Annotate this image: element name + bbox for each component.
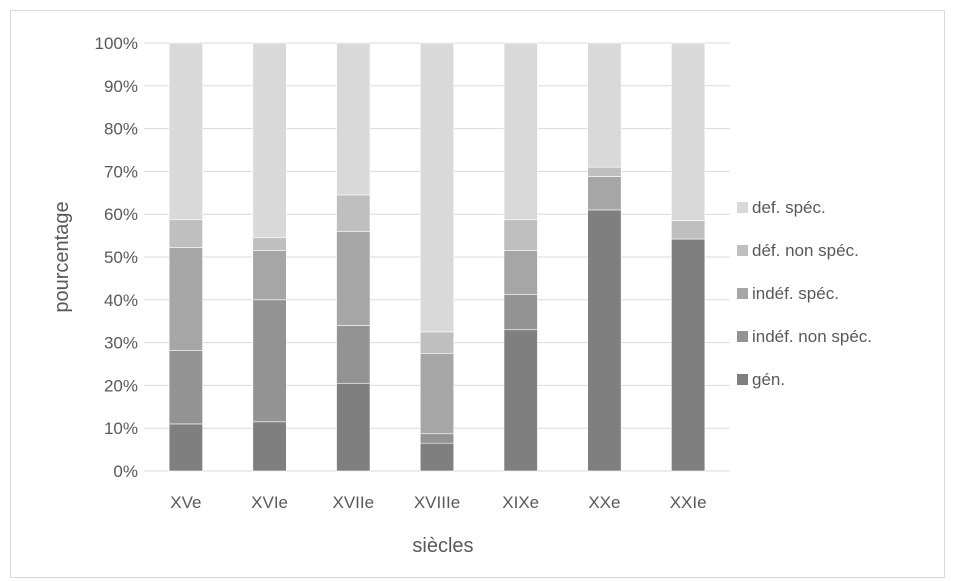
bar-segment <box>336 231 371 326</box>
bar-segment <box>503 250 538 295</box>
bar-segment <box>252 42 287 239</box>
bar-segment <box>336 42 371 196</box>
bar-segment <box>503 329 538 472</box>
bar-segment <box>336 382 371 472</box>
bar-segment <box>168 350 203 425</box>
bar-segment <box>503 42 538 221</box>
y-tick-label: 10% <box>104 419 138 438</box>
x-axis-title: siècles <box>412 535 473 557</box>
bar-segment <box>419 442 455 472</box>
x-tick-label: XVIe <box>251 493 288 512</box>
y-tick-label: 90% <box>104 77 138 96</box>
y-tick-label: 40% <box>104 291 138 310</box>
bars <box>168 42 706 472</box>
bar-segment <box>671 220 706 240</box>
legend-label: indéf. non spéc. <box>752 327 872 346</box>
bar-segment <box>419 352 455 435</box>
legend: def. spéc. déf. non spéc. indéf. spéc. indé… <box>737 198 872 389</box>
bar-segment <box>168 42 203 221</box>
x-tick-label: XIXe <box>502 493 539 512</box>
bar-segment <box>503 219 538 251</box>
chart-frame <box>10 10 945 578</box>
bar-segment <box>419 42 455 333</box>
legend-swatch <box>737 202 748 213</box>
y-tick-label: 70% <box>104 162 138 181</box>
x-tick-label: XVIIe <box>332 493 374 512</box>
bar-segment <box>168 423 203 472</box>
bar-segment <box>336 194 371 232</box>
legend-label: indéf. spéc. <box>752 284 839 303</box>
x-tick-label: XVIIIe <box>414 493 460 512</box>
y-tick-label: 30% <box>104 334 138 353</box>
bar-segment <box>419 331 455 354</box>
x-tick-label: XVe <box>170 493 201 512</box>
bar-segment <box>252 250 287 301</box>
y-tick-label: 20% <box>104 376 138 395</box>
legend-label: def. spéc. <box>752 198 826 217</box>
bar-segment <box>252 421 287 472</box>
bar-segment <box>503 294 538 331</box>
y-axis-title: pourcentage <box>51 201 73 312</box>
x-tick-label: XXe <box>588 493 620 512</box>
bar-segment <box>587 42 622 168</box>
legend-swatch <box>737 288 748 299</box>
bar-segment <box>587 176 622 211</box>
y-tick-label: 60% <box>104 205 138 224</box>
bar-segment <box>168 247 203 351</box>
y-tick-label: 80% <box>104 120 138 139</box>
bar-segment <box>587 166 622 177</box>
bar-segment <box>252 299 287 423</box>
x-tick-label: XXIe <box>670 493 707 512</box>
bar-segment <box>168 219 203 248</box>
y-tick-label: 100% <box>95 34 138 53</box>
bar-segment <box>671 238 706 472</box>
bar-segment <box>336 325 371 384</box>
y-tick-label: 0% <box>113 462 138 481</box>
legend-swatch <box>737 374 748 385</box>
legend-swatch <box>737 245 748 256</box>
bar-segment <box>252 237 287 251</box>
y-tick-label: 50% <box>104 248 138 267</box>
legend-label: déf. non spéc. <box>752 241 859 260</box>
legend-label: gén. <box>752 370 785 389</box>
bar-segment <box>671 42 706 221</box>
bar-segment <box>587 209 622 472</box>
y-axis-ticks: 0% 10% 20% 30% 40% 50% 60% 70% 80% 90% 100% <box>95 34 138 481</box>
x-axis-ticks: XVe XVIe XVIIe XVIIIe XIXe XXe XXIe <box>170 493 706 512</box>
legend-swatch <box>737 331 748 342</box>
bar-segment <box>419 433 455 444</box>
